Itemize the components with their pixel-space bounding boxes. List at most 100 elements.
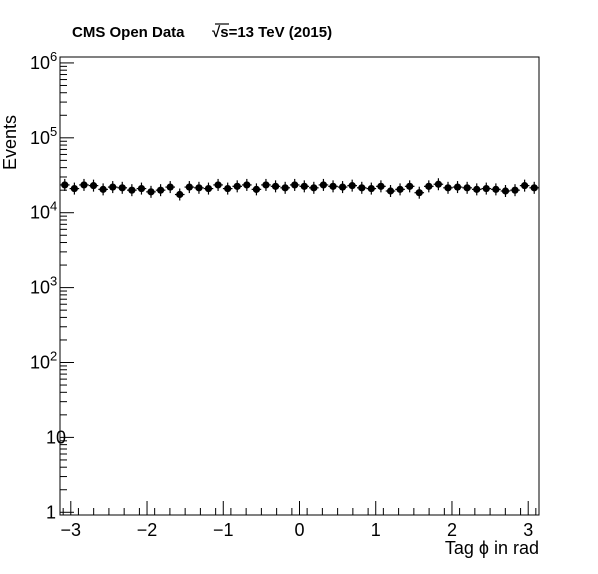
marker [128, 186, 136, 194]
y-tick-exponent: 4 [50, 199, 57, 214]
marker [166, 183, 174, 191]
y-tick-label: 1 [46, 502, 56, 522]
data-point [232, 180, 243, 193]
data-point [491, 183, 501, 196]
marker [358, 184, 366, 192]
marker [214, 181, 222, 189]
y-tick-label: 10 [30, 278, 50, 298]
data-point [261, 178, 271, 191]
marker [291, 181, 299, 189]
y-tick-label: 10 [30, 203, 50, 223]
marker [147, 188, 155, 196]
marker [377, 182, 385, 190]
marker [281, 184, 289, 192]
data-point [462, 181, 472, 194]
data-point [395, 183, 405, 196]
data-point [117, 181, 128, 194]
x-tick-label: 1 [371, 520, 381, 540]
data-point [213, 178, 223, 191]
marker [176, 190, 184, 199]
marker [415, 189, 423, 197]
marker [300, 182, 308, 190]
marker [425, 182, 433, 190]
x-tick-label: 0 [294, 520, 304, 540]
y-tick-exponent: 2 [50, 349, 57, 364]
marker [367, 184, 375, 193]
marker [386, 187, 395, 195]
data-point [184, 181, 195, 194]
marker [118, 184, 126, 192]
marker [492, 185, 500, 193]
data-points [59, 178, 540, 201]
data-point [270, 180, 281, 193]
chart-subtitle: √s=13 TeV (2015) [212, 24, 332, 41]
plot-frame [59, 56, 540, 516]
data-point [280, 181, 290, 194]
data-point [59, 178, 70, 191]
data-point [328, 180, 338, 193]
data-point [529, 181, 540, 194]
marker [70, 184, 78, 193]
y-tick-label: 10 [46, 427, 66, 447]
marker [453, 183, 462, 191]
x-tick-label: −1 [213, 520, 234, 540]
data-point [299, 180, 310, 193]
marker [463, 184, 471, 192]
data-point [98, 183, 108, 196]
marker [444, 184, 452, 192]
marker [156, 186, 165, 194]
marker [348, 182, 356, 190]
marker [473, 185, 481, 193]
marker [501, 187, 510, 195]
marker [434, 180, 443, 188]
data-point [519, 179, 530, 192]
data-point [318, 178, 329, 191]
data-point [155, 184, 166, 197]
marker [262, 181, 270, 189]
marker [89, 182, 98, 190]
y-tick-exponent: 6 [50, 49, 57, 64]
data-point [366, 182, 377, 195]
data-point [127, 184, 137, 197]
marker [482, 184, 490, 193]
data-point [79, 178, 89, 191]
marker [521, 182, 529, 190]
marker [271, 182, 280, 190]
data-point [424, 180, 434, 193]
data-point [174, 188, 185, 201]
data-point [222, 182, 233, 195]
marker [319, 181, 328, 189]
x-tick-label: 2 [447, 520, 457, 540]
marker [224, 184, 232, 193]
data-point [347, 179, 357, 192]
marker [329, 182, 337, 190]
chart-title: CMS Open Data [72, 24, 185, 41]
data-point [500, 184, 511, 197]
marker [204, 184, 213, 193]
data-point [481, 182, 492, 195]
marker [530, 184, 538, 192]
marker [233, 182, 241, 190]
marker [243, 181, 251, 189]
y-tick-label: 10 [30, 128, 50, 148]
y-axis-label: Events [0, 115, 20, 170]
data-point [471, 183, 482, 196]
data-point [510, 184, 520, 197]
marker [195, 184, 203, 192]
data-point [404, 180, 415, 193]
marker [338, 183, 347, 191]
data-point [385, 184, 396, 197]
marker [406, 182, 414, 190]
y-tick-exponent: 5 [50, 124, 57, 139]
data-point [88, 179, 99, 192]
marker [80, 181, 88, 189]
data-point [376, 180, 386, 193]
y-tick-label: 10 [30, 353, 50, 373]
marker [396, 185, 404, 193]
y-tick-exponent: 3 [50, 274, 57, 289]
y-tick-label: 10 [30, 53, 50, 73]
marker [252, 185, 261, 193]
x-tick-label: 3 [523, 520, 533, 540]
